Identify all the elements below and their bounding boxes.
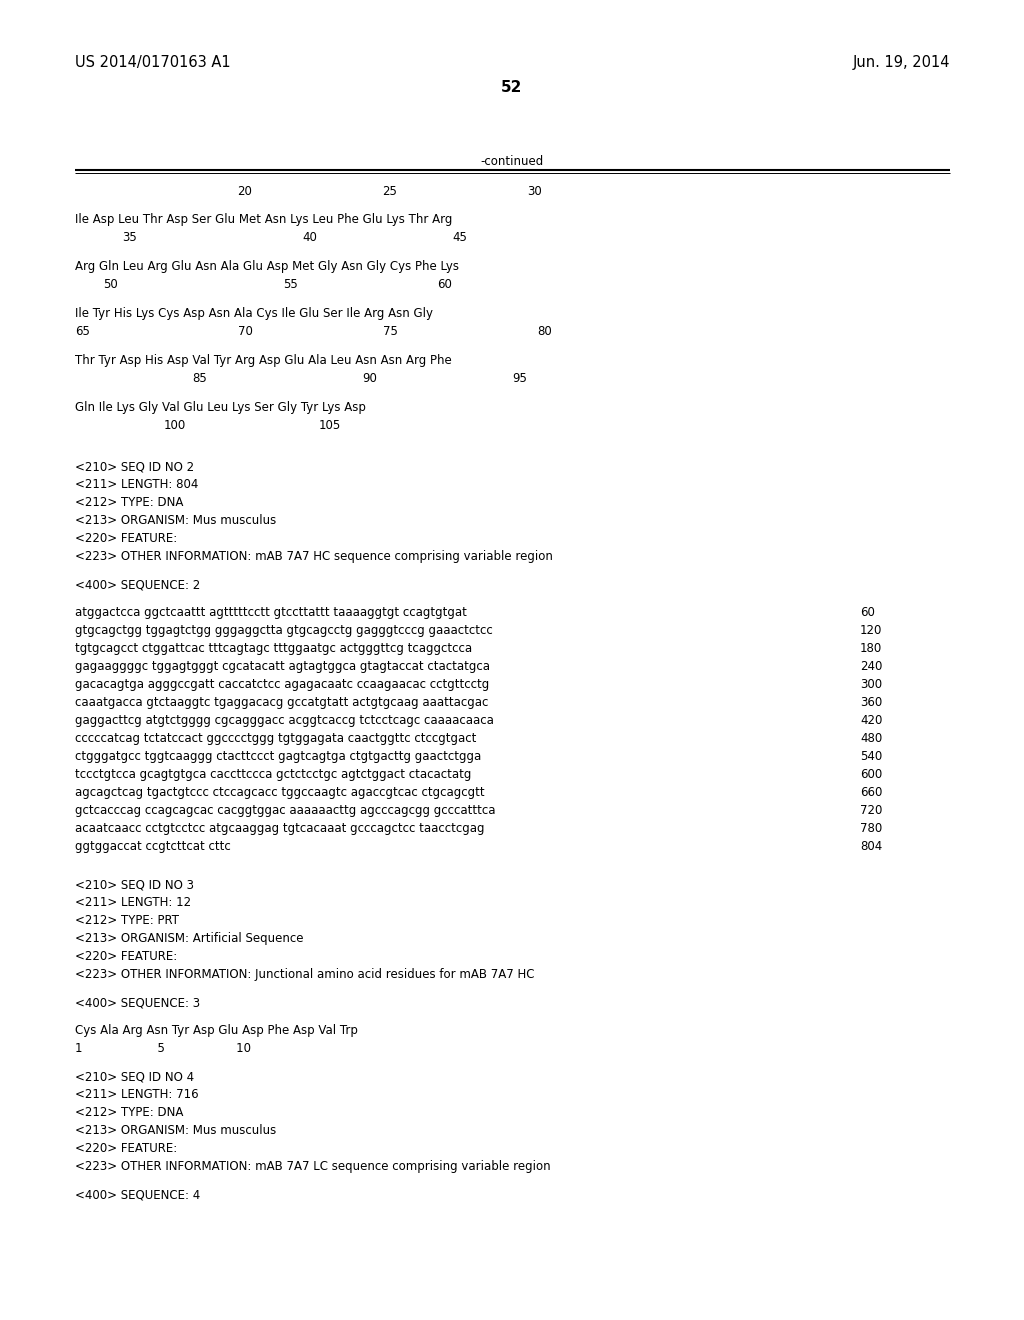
Text: <223> OTHER INFORMATION: mAB 7A7 LC sequence comprising variable region: <223> OTHER INFORMATION: mAB 7A7 LC sequ… xyxy=(75,1160,551,1173)
Text: 540: 540 xyxy=(860,750,883,763)
Text: <212> TYPE: DNA: <212> TYPE: DNA xyxy=(75,1106,183,1119)
Text: <210> SEQ ID NO 4: <210> SEQ ID NO 4 xyxy=(75,1071,195,1082)
Text: <400> SEQUENCE: 2: <400> SEQUENCE: 2 xyxy=(75,578,201,591)
Text: caaatgacca gtctaaggtc tgaggacacg gccatgtatt actgtgcaag aaattacgac: caaatgacca gtctaaggtc tgaggacacg gccatgt… xyxy=(75,696,488,709)
Text: <220> FEATURE:: <220> FEATURE: xyxy=(75,950,177,964)
Text: <210> SEQ ID NO 2: <210> SEQ ID NO 2 xyxy=(75,459,195,473)
Text: 120: 120 xyxy=(860,624,883,638)
Text: -continued: -continued xyxy=(480,154,544,168)
Text: 480: 480 xyxy=(860,733,883,744)
Text: 720: 720 xyxy=(860,804,883,817)
Text: <213> ORGANISM: Mus musculus: <213> ORGANISM: Mus musculus xyxy=(75,1125,276,1137)
Text: 75: 75 xyxy=(383,325,397,338)
Text: Gln Ile Lys Gly Val Glu Leu Lys Ser Gly Tyr Lys Asp: Gln Ile Lys Gly Val Glu Leu Lys Ser Gly … xyxy=(75,401,366,414)
Text: Arg Gln Leu Arg Glu Asn Ala Glu Asp Met Gly Asn Gly Cys Phe Lys: Arg Gln Leu Arg Glu Asn Ala Glu Asp Met … xyxy=(75,260,459,273)
Text: <223> OTHER INFORMATION: mAB 7A7 HC sequence comprising variable region: <223> OTHER INFORMATION: mAB 7A7 HC sequ… xyxy=(75,550,553,564)
Text: Ile Tyr His Lys Cys Asp Asn Ala Cys Ile Glu Ser Ile Arg Asn Gly: Ile Tyr His Lys Cys Asp Asn Ala Cys Ile … xyxy=(75,308,433,319)
Text: atggactcca ggctcaattt agtttttcctt gtccttattt taaaaggtgt ccagtgtgat: atggactcca ggctcaattt agtttttcctt gtcctt… xyxy=(75,606,467,619)
Text: 45: 45 xyxy=(453,231,467,244)
Text: 35: 35 xyxy=(123,231,137,244)
Text: cccccatcag tctatccact ggcccctggg tgtggagata caactggttc ctccgtgact: cccccatcag tctatccact ggcccctggg tgtggag… xyxy=(75,733,476,744)
Text: 60: 60 xyxy=(860,606,874,619)
Text: 60: 60 xyxy=(437,279,453,290)
Text: 1                    5                   10: 1 5 10 xyxy=(75,1041,251,1055)
Text: 240: 240 xyxy=(860,660,883,673)
Text: 105: 105 xyxy=(318,418,341,432)
Text: 780: 780 xyxy=(860,822,883,836)
Text: 180: 180 xyxy=(860,642,883,655)
Text: 52: 52 xyxy=(502,81,522,95)
Text: tccctgtcca gcagtgtgca caccttccca gctctcctgc agtctggact ctacactatg: tccctgtcca gcagtgtgca caccttccca gctctcc… xyxy=(75,768,471,781)
Text: gtgcagctgg tggagtctgg gggaggctta gtgcagcctg gagggtcccg gaaactctcc: gtgcagctgg tggagtctgg gggaggctta gtgcagc… xyxy=(75,624,493,638)
Text: <211> LENGTH: 804: <211> LENGTH: 804 xyxy=(75,478,199,491)
Text: 50: 50 xyxy=(102,279,118,290)
Text: 804: 804 xyxy=(860,840,883,853)
Text: 85: 85 xyxy=(193,372,208,385)
Text: gctcacccag ccagcagcac cacggtggac aaaaaacttg agcccagcgg gcccatttca: gctcacccag ccagcagcac cacggtggac aaaaaac… xyxy=(75,804,496,817)
Text: Thr Tyr Asp His Asp Val Tyr Arg Asp Glu Ala Leu Asn Asn Arg Phe: Thr Tyr Asp His Asp Val Tyr Arg Asp Glu … xyxy=(75,354,452,367)
Text: 300: 300 xyxy=(860,678,882,690)
Text: gacacagtga agggccgatt caccatctcc agagacaatc ccaagaacac cctgttcctg: gacacagtga agggccgatt caccatctcc agagaca… xyxy=(75,678,489,690)
Text: Jun. 19, 2014: Jun. 19, 2014 xyxy=(853,55,950,70)
Text: acaatcaacc cctgtcctcc atgcaaggag tgtcacaaat gcccagctcc taacctcgag: acaatcaacc cctgtcctcc atgcaaggag tgtcaca… xyxy=(75,822,484,836)
Text: <220> FEATURE:: <220> FEATURE: xyxy=(75,532,177,545)
Text: <400> SEQUENCE: 3: <400> SEQUENCE: 3 xyxy=(75,997,200,1008)
Text: ggtggaccat ccgtcttcat cttc: ggtggaccat ccgtcttcat cttc xyxy=(75,840,230,853)
Text: gagaaggggc tggagtgggt cgcatacatt agtagtggca gtagtaccat ctactatgca: gagaaggggc tggagtgggt cgcatacatt agtagtg… xyxy=(75,660,490,673)
Text: <211> LENGTH: 716: <211> LENGTH: 716 xyxy=(75,1088,199,1101)
Text: 360: 360 xyxy=(860,696,883,709)
Text: <213> ORGANISM: Artificial Sequence: <213> ORGANISM: Artificial Sequence xyxy=(75,932,303,945)
Text: 600: 600 xyxy=(860,768,883,781)
Text: 25: 25 xyxy=(383,185,397,198)
Text: <211> LENGTH: 12: <211> LENGTH: 12 xyxy=(75,896,191,909)
Text: <210> SEQ ID NO 3: <210> SEQ ID NO 3 xyxy=(75,878,194,891)
Text: <213> ORGANISM: Mus musculus: <213> ORGANISM: Mus musculus xyxy=(75,513,276,527)
Text: 80: 80 xyxy=(538,325,552,338)
Text: 70: 70 xyxy=(238,325,253,338)
Text: 20: 20 xyxy=(238,185,253,198)
Text: <212> TYPE: DNA: <212> TYPE: DNA xyxy=(75,496,183,510)
Text: tgtgcagcct ctggattcac tttcagtagc tttggaatgc actgggttcg tcaggctcca: tgtgcagcct ctggattcac tttcagtagc tttggaa… xyxy=(75,642,472,655)
Text: <400> SEQUENCE: 4: <400> SEQUENCE: 4 xyxy=(75,1188,201,1201)
Text: US 2014/0170163 A1: US 2014/0170163 A1 xyxy=(75,55,230,70)
Text: Cys Ala Arg Asn Tyr Asp Glu Asp Phe Asp Val Trp: Cys Ala Arg Asn Tyr Asp Glu Asp Phe Asp … xyxy=(75,1024,357,1038)
Text: 65: 65 xyxy=(75,325,90,338)
Text: agcagctcag tgactgtccc ctccagcacc tggccaagtc agaccgtcac ctgcagcgtt: agcagctcag tgactgtccc ctccagcacc tggccaa… xyxy=(75,785,484,799)
Text: 55: 55 xyxy=(283,279,297,290)
Text: 660: 660 xyxy=(860,785,883,799)
Text: <223> OTHER INFORMATION: Junctional amino acid residues for mAB 7A7 HC: <223> OTHER INFORMATION: Junctional amin… xyxy=(75,968,535,981)
Text: <220> FEATURE:: <220> FEATURE: xyxy=(75,1142,177,1155)
Text: 90: 90 xyxy=(362,372,378,385)
Text: ctgggatgcc tggtcaaggg ctacttccct gagtcagtga ctgtgacttg gaactctgga: ctgggatgcc tggtcaaggg ctacttccct gagtcag… xyxy=(75,750,481,763)
Text: <212> TYPE: PRT: <212> TYPE: PRT xyxy=(75,913,179,927)
Text: gaggacttcg atgtctgggg cgcagggacc acggtcaccg tctcctcagc caaaacaaca: gaggacttcg atgtctgggg cgcagggacc acggtca… xyxy=(75,714,494,727)
Text: 100: 100 xyxy=(164,418,186,432)
Text: 30: 30 xyxy=(527,185,543,198)
Text: Ile Asp Leu Thr Asp Ser Glu Met Asn Lys Leu Phe Glu Lys Thr Arg: Ile Asp Leu Thr Asp Ser Glu Met Asn Lys … xyxy=(75,213,453,226)
Text: 40: 40 xyxy=(302,231,317,244)
Text: 95: 95 xyxy=(513,372,527,385)
Text: 420: 420 xyxy=(860,714,883,727)
